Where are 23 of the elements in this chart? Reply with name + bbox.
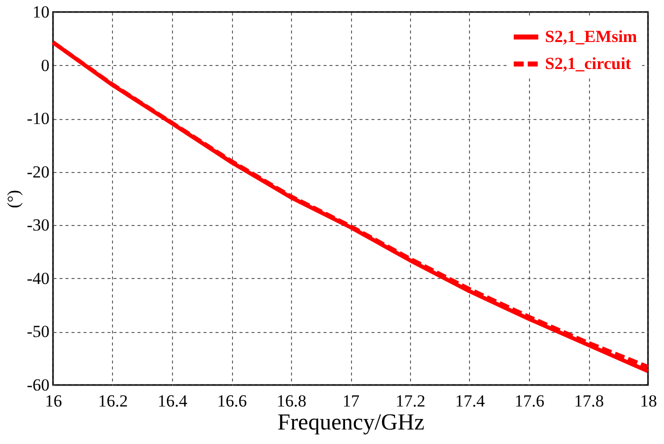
x-tick-label: 16.8: [276, 392, 306, 410]
y-tick-label: -20: [26, 162, 50, 182]
x-tick-label: 16.4: [158, 392, 188, 410]
x-tick-label: 17.2: [396, 392, 426, 410]
x-tick-label: 17.6: [514, 392, 544, 410]
x-tick-label: 17.8: [574, 392, 604, 410]
y-tick-label: -30: [26, 216, 50, 235]
y-tick-label: 0: [41, 56, 50, 75]
legend-label: S2,1_EMsim: [545, 27, 638, 46]
y-tick-label: -40: [26, 268, 50, 288]
x-tick-label: 17.4: [455, 392, 486, 410]
y-axis-title: (°): [4, 190, 23, 208]
y-tick-label: -60: [26, 376, 50, 394]
legend-label: S2,1_circuit: [545, 54, 632, 73]
y-tick-label: 10: [32, 2, 50, 22]
x-tick-label: 18: [640, 392, 657, 410]
y-tick-label: -50: [26, 322, 50, 342]
x-tick-label: 16.6: [217, 392, 247, 410]
x-tick-label: 16.2: [98, 392, 128, 410]
y-tick-label: -10: [26, 109, 50, 128]
x-axis-title: Frequency/GHz: [278, 410, 424, 434]
x-tick-label: 17: [342, 392, 360, 410]
x-tick-label: 16: [45, 392, 62, 410]
